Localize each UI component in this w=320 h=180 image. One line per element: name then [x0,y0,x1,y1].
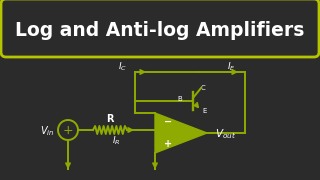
Text: $I_R$: $I_R$ [112,135,120,147]
Text: E: E [203,108,207,114]
Text: −: − [164,117,172,127]
Text: R: R [106,114,114,124]
Text: $V_{out}$: $V_{out}$ [215,127,236,141]
Text: $I_C$: $I_C$ [118,61,127,73]
Text: B: B [178,96,182,102]
Text: C: C [201,85,205,91]
Text: $V_{in}$: $V_{in}$ [40,124,54,138]
Text: +: + [164,139,172,149]
FancyBboxPatch shape [1,0,319,57]
Polygon shape [155,113,207,153]
Text: $I_E$: $I_E$ [227,61,236,73]
Text: +: + [63,125,73,138]
Text: Log and Anti-log Amplifiers: Log and Anti-log Amplifiers [15,21,305,39]
